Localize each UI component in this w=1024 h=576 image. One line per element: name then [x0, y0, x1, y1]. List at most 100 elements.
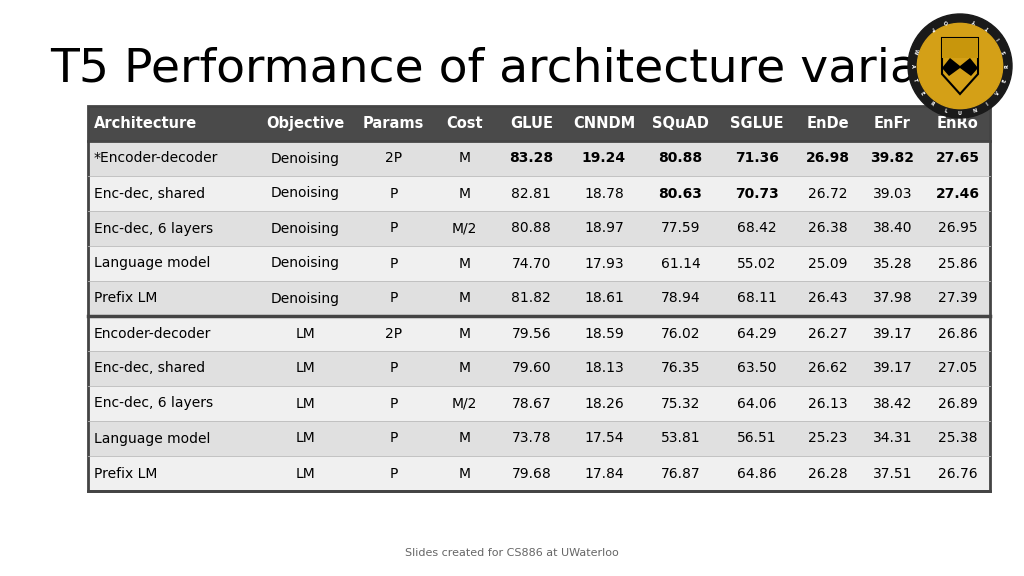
Bar: [565, 351, 642, 386]
Bar: [565, 246, 642, 281]
Text: W: W: [911, 48, 919, 55]
Text: 2P: 2P: [385, 327, 402, 340]
Polygon shape: [942, 38, 978, 94]
Text: 17.93: 17.93: [584, 256, 624, 271]
Bar: [355, 421, 432, 456]
Bar: [355, 351, 432, 386]
Text: Prefix LM: Prefix LM: [94, 467, 158, 480]
Bar: [925, 106, 990, 141]
Bar: [860, 246, 925, 281]
Bar: [860, 421, 925, 456]
Text: Language model: Language model: [94, 256, 210, 271]
Bar: [432, 211, 497, 246]
Text: I: I: [995, 36, 1000, 40]
Bar: [88, 176, 255, 211]
Text: 39.82: 39.82: [870, 151, 914, 165]
Text: 74.70: 74.70: [512, 256, 551, 271]
Text: M: M: [459, 327, 470, 340]
Bar: [88, 456, 255, 491]
Bar: [925, 141, 990, 176]
Text: Denoising: Denoising: [271, 222, 340, 236]
Text: 18.78: 18.78: [584, 187, 624, 200]
Bar: [88, 141, 255, 176]
Bar: [795, 351, 860, 386]
Bar: [925, 386, 990, 421]
Bar: [497, 386, 565, 421]
Bar: [255, 421, 355, 456]
Text: 38.42: 38.42: [872, 396, 912, 411]
Bar: [642, 386, 719, 421]
Text: Params: Params: [364, 116, 425, 131]
Text: 53.81: 53.81: [660, 431, 700, 445]
Text: 26.98: 26.98: [806, 151, 850, 165]
Text: M: M: [459, 151, 470, 165]
Bar: [860, 316, 925, 351]
Text: M: M: [459, 467, 470, 480]
Text: 25.23: 25.23: [808, 431, 847, 445]
Text: V: V: [995, 91, 1001, 97]
Text: 71.36: 71.36: [735, 151, 779, 165]
Text: LM: LM: [296, 431, 315, 445]
Bar: [925, 281, 990, 316]
Bar: [497, 281, 565, 316]
Text: 39.17: 39.17: [872, 327, 912, 340]
Bar: [88, 211, 255, 246]
Bar: [642, 456, 719, 491]
Text: Enc-dec, shared: Enc-dec, shared: [94, 187, 205, 200]
Bar: [719, 386, 795, 421]
Bar: [565, 281, 642, 316]
Text: 26.86: 26.86: [938, 327, 977, 340]
Bar: [255, 211, 355, 246]
Text: 82.81: 82.81: [511, 187, 551, 200]
Text: CNNDM: CNNDM: [572, 116, 635, 131]
Bar: [497, 351, 565, 386]
Text: 63.50: 63.50: [737, 362, 776, 376]
Bar: [88, 421, 255, 456]
Bar: [795, 106, 860, 141]
Text: 25.38: 25.38: [938, 431, 977, 445]
Text: 64.29: 64.29: [737, 327, 776, 340]
Text: Slides created for CS886 at UWaterloo: Slides created for CS886 at UWaterloo: [406, 548, 618, 558]
Circle shape: [908, 14, 1012, 118]
Text: Denoising: Denoising: [271, 256, 340, 271]
Text: Denoising: Denoising: [271, 187, 340, 200]
Text: LM: LM: [296, 362, 315, 376]
Bar: [255, 316, 355, 351]
Text: 79.56: 79.56: [512, 327, 551, 340]
Text: P: P: [389, 362, 398, 376]
Bar: [925, 211, 990, 246]
Text: EnDe: EnDe: [806, 116, 849, 131]
Text: Prefix LM: Prefix LM: [94, 291, 158, 305]
Bar: [642, 351, 719, 386]
Text: U: U: [958, 111, 962, 116]
Text: Cost: Cost: [446, 116, 482, 131]
Bar: [795, 316, 860, 351]
Text: P: P: [389, 431, 398, 445]
Bar: [795, 281, 860, 316]
Bar: [642, 316, 719, 351]
Text: Denoising: Denoising: [271, 151, 340, 165]
Text: 27.39: 27.39: [938, 291, 977, 305]
Bar: [497, 176, 565, 211]
Bar: [432, 456, 497, 491]
Bar: [432, 281, 497, 316]
Text: 34.31: 34.31: [872, 431, 912, 445]
Text: 80.63: 80.63: [658, 187, 702, 200]
Text: P: P: [389, 291, 398, 305]
Bar: [432, 316, 497, 351]
Text: T: T: [912, 78, 918, 83]
Bar: [860, 211, 925, 246]
Text: R: R: [929, 101, 935, 107]
Text: 39.03: 39.03: [872, 187, 912, 200]
Bar: [795, 386, 860, 421]
Bar: [795, 456, 860, 491]
Text: 78.67: 78.67: [512, 396, 551, 411]
Bar: [355, 211, 432, 246]
Text: SGLUE: SGLUE: [730, 116, 783, 131]
Bar: [432, 246, 497, 281]
Text: LM: LM: [296, 327, 315, 340]
Bar: [565, 386, 642, 421]
Text: 27.05: 27.05: [938, 362, 977, 376]
Bar: [88, 316, 255, 351]
Text: 17.84: 17.84: [584, 467, 624, 480]
